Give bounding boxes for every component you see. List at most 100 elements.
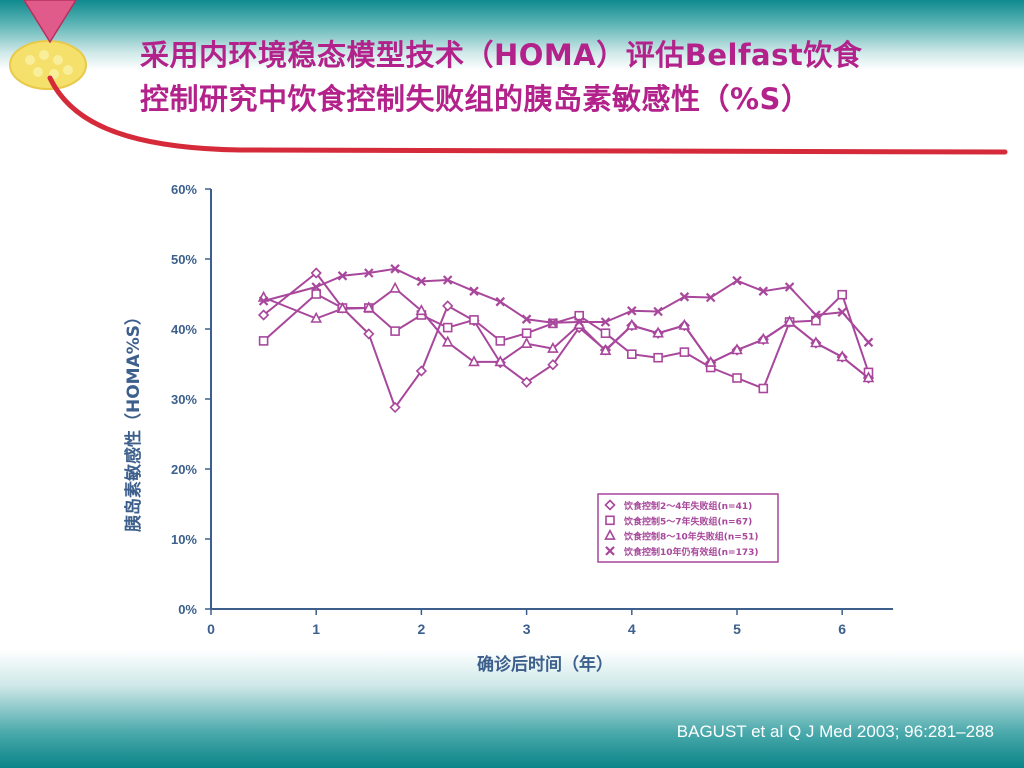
legend-marker [604,499,616,511]
data-point [311,289,322,299]
legend-item: 饮食控制2～4年失败组(n=41) [604,499,752,512]
marker-stroke [627,306,637,316]
marker-stroke [653,306,663,317]
data-point [836,350,849,362]
marker-stroke [390,264,400,274]
data-point [653,352,663,363]
data-point [757,332,770,344]
legend-marker [604,528,616,540]
marker-stroke [364,268,374,278]
legend-item: 饮食控制10年仍有效组(n=173) [605,546,759,558]
marker-stroke [548,317,558,328]
y-tick-label: 10% [171,532,197,547]
series-line [263,287,870,379]
slide-title-line-2: 控制研究中饮食控制失败组的胰岛素敏感性（%S） [140,82,811,116]
data-point [837,289,848,300]
marker-stroke [574,317,584,327]
y-axis-label: 胰岛素敏感性（HOMA%S） [123,308,144,532]
data-point [337,271,348,281]
x-tick-label: 4 [628,621,636,637]
data-point [415,304,428,316]
data-point [258,296,269,306]
data-point [520,336,533,348]
marker-stroke [705,292,716,303]
legend-label: 饮食控制2～4年失败组(n=41) [623,500,752,512]
data-point [362,301,375,313]
data-point [548,317,558,328]
data-point [258,336,269,346]
data-point [810,336,822,348]
data-point [310,267,322,279]
y-tick-label: 60% [171,182,197,197]
series-line [262,272,870,409]
data-point [652,326,664,338]
data-point [547,341,559,353]
legend-box [597,493,779,563]
data-point [416,276,427,287]
chart-series [257,264,875,414]
data-point [442,300,454,312]
data-point [627,306,637,316]
marker-stroke [758,286,769,296]
series-square [258,289,874,394]
y-tick-label: 0% [178,602,197,617]
data-point [495,296,506,307]
data-point [257,309,270,321]
marker-stroke [521,314,532,324]
data-point [336,301,349,313]
data-point [837,307,847,317]
chart-legend: 饮食控制2～4年失败组(n=41) 饮食控制5～7年失败组(n=67) 饮食控制8～… [597,493,779,563]
data-point [653,306,663,317]
data-point [441,335,454,347]
marker-stroke [469,286,479,296]
series-diamond [257,267,875,414]
data-point [468,355,480,367]
data-point [495,336,506,346]
x-axis-label: 确诊后时间（年） [477,654,613,675]
data-point [364,268,374,278]
data-point [732,275,742,286]
data-point [599,343,612,355]
y-tick-label: 50% [171,252,197,267]
marker-stroke [605,546,615,556]
data-point [363,328,375,340]
data-point [783,315,796,327]
top-gradient-band [0,0,1024,70]
data-point [310,311,323,323]
marker-stroke [442,275,453,285]
data-point [811,315,821,326]
data-point [390,326,400,336]
marker-stroke [311,282,321,292]
data-point [415,365,428,377]
data-point [389,401,401,414]
data-point [704,355,717,367]
data-point [442,275,453,285]
data-point [521,314,532,324]
data-point [390,264,400,274]
slide-title: 采用内环境稳态模型技术（HOMA）评估Belfast饮食 控制研究中饮食控制失败… [140,33,1020,121]
data-point [389,281,401,293]
data-point [311,282,321,292]
y-tick-label: 40% [171,322,197,337]
marker-stroke [811,310,821,320]
data-point [732,373,742,383]
data-point [731,343,743,355]
y-tick-label: 20% [171,462,197,477]
legend-label: 饮食控制8～10年失败组(n=51) [623,531,759,543]
data-point [442,322,453,333]
data-point [547,359,559,371]
slide-title-line-1: 采用内环境稳态模型技术（HOMA）评估Belfast饮食 [140,38,863,72]
legend-item: 饮食控制5～7年失败组(n=67) [605,515,752,527]
data-point [574,317,584,327]
legend-label: 饮食控制10年仍有效组(n=173) [623,546,759,558]
data-point [626,349,637,359]
marker-stroke [495,296,506,307]
marker-stroke [416,276,427,287]
pancreas-icon [9,40,87,90]
data-point [494,355,507,367]
data-point [758,383,769,394]
data-point [758,286,769,296]
x-tick-label: 1 [312,621,320,637]
marker-stroke [863,337,874,348]
chart-axes: 0% 10% 20% 30% 40% 50% 60% 0 1 2 3 4 5 6 [171,182,893,637]
